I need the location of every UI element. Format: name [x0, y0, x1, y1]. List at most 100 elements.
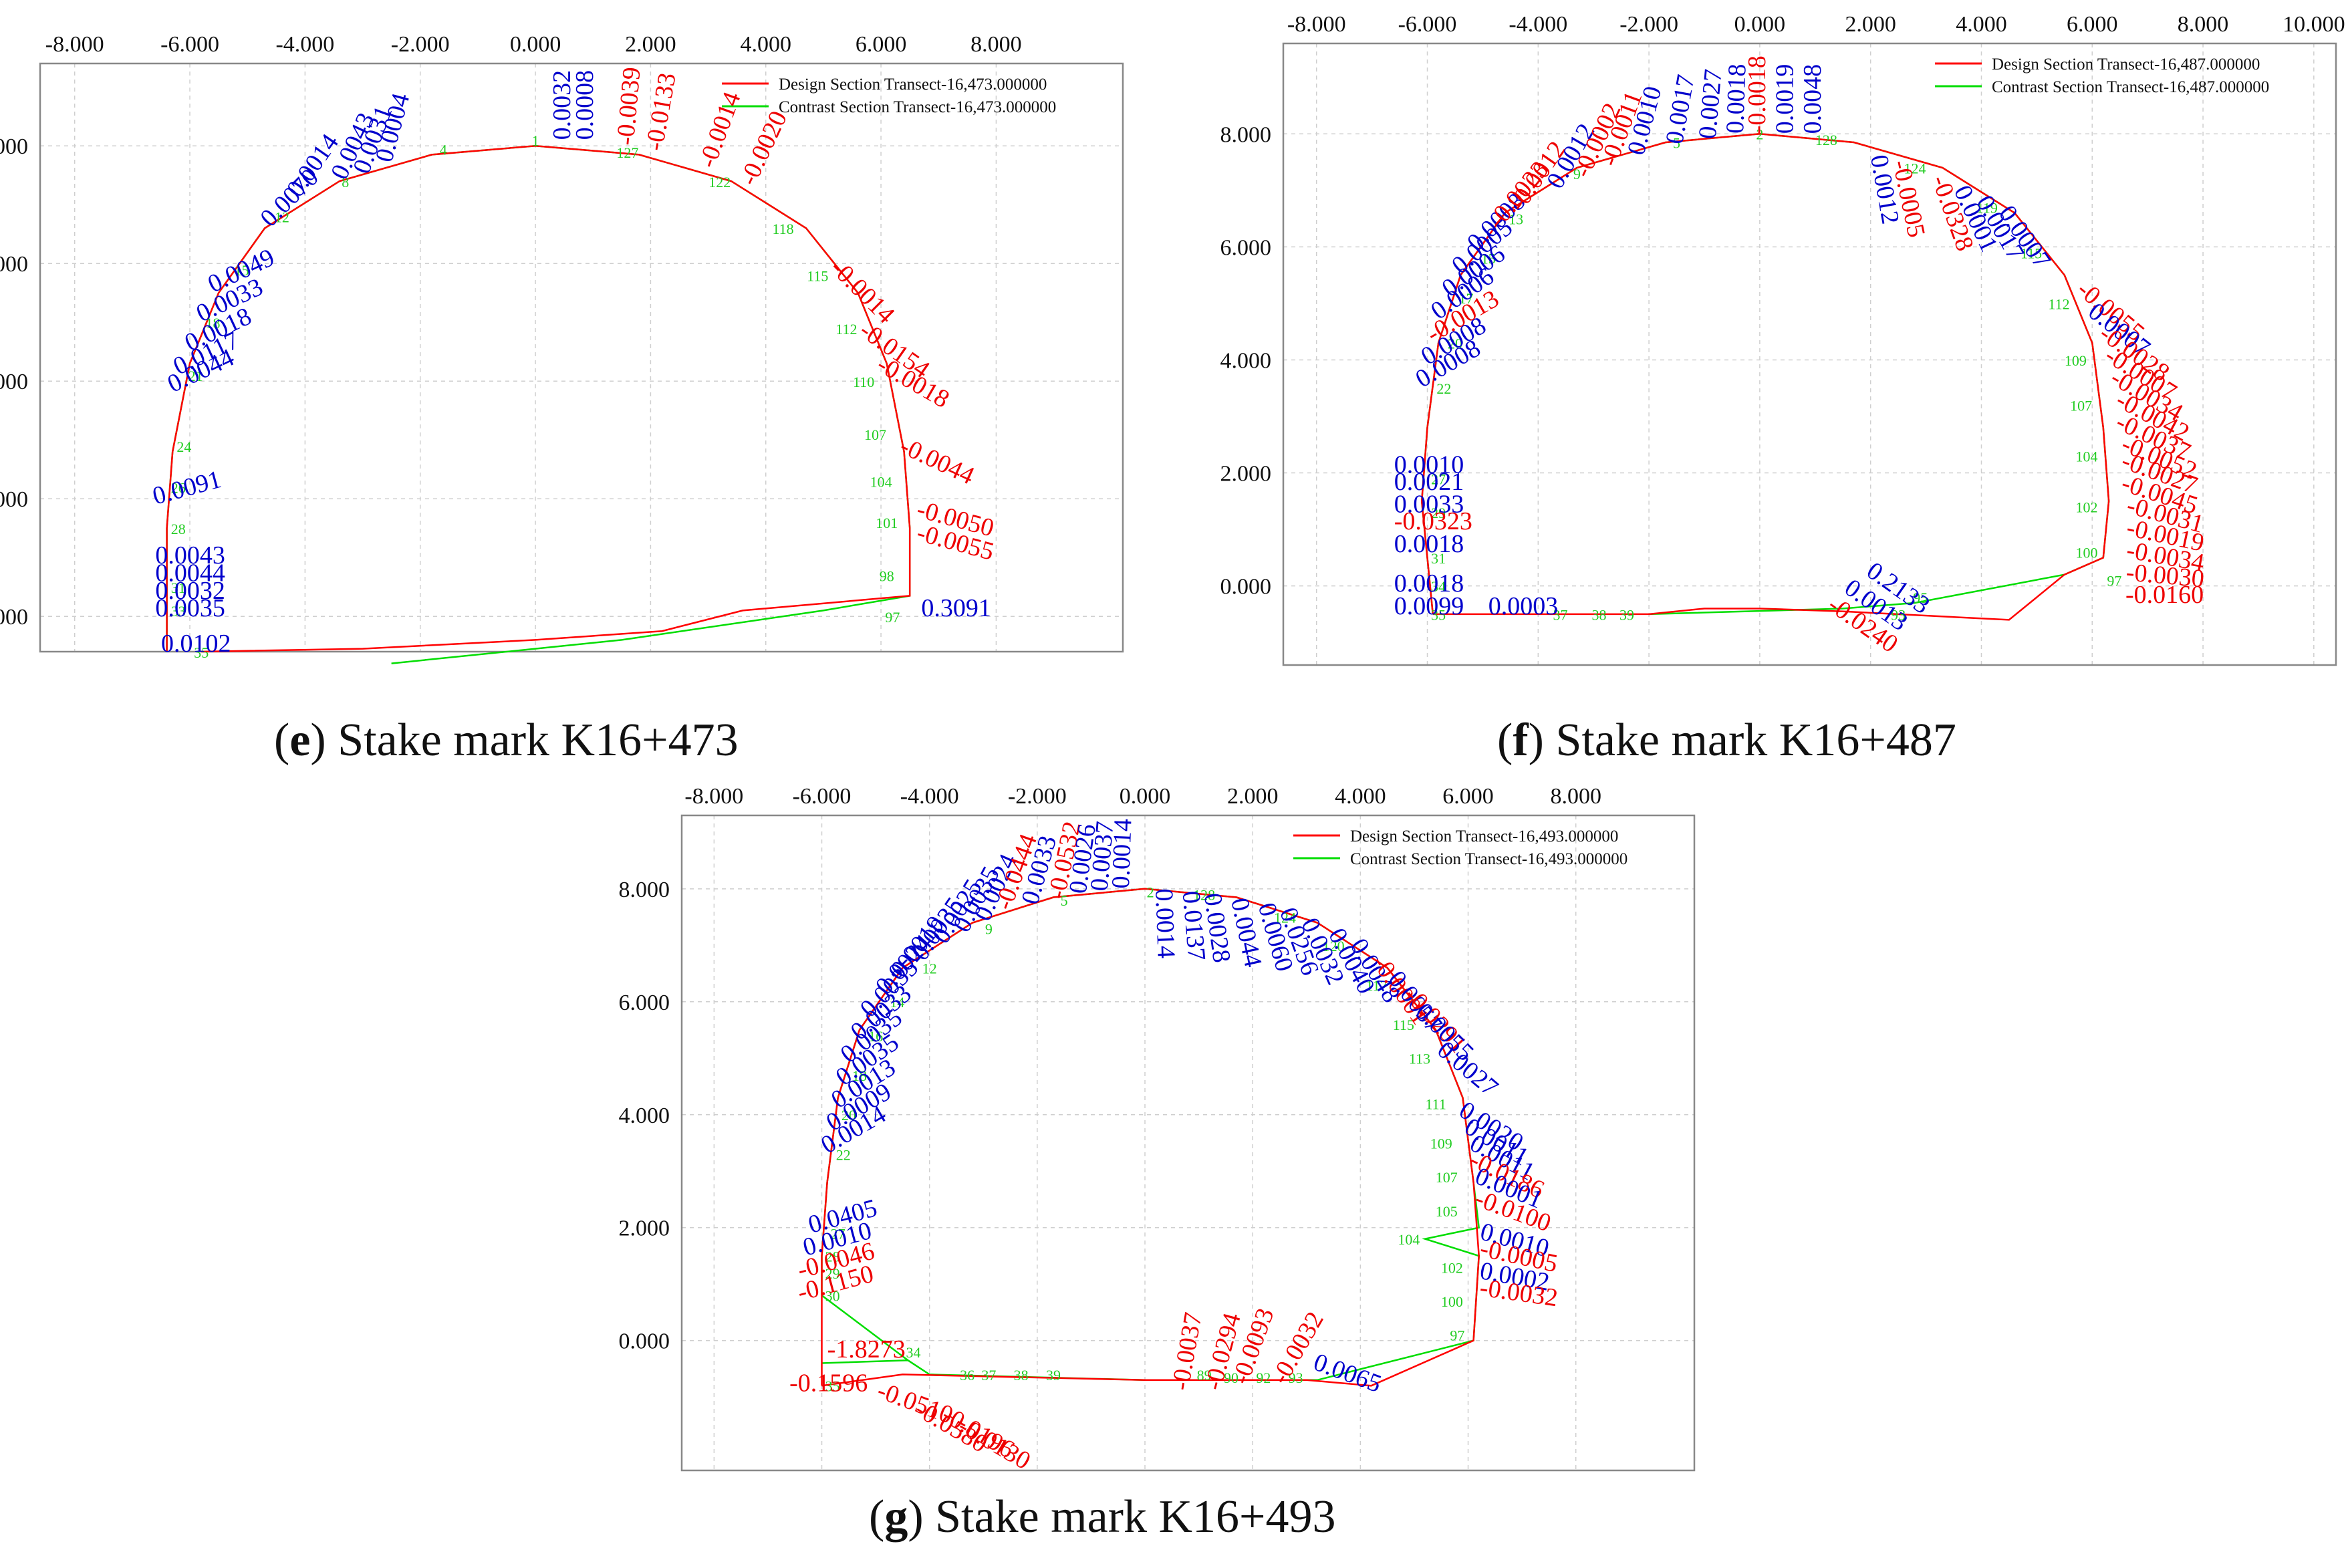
- point-label: 18: [206, 315, 221, 332]
- y-tick-label: 4.000: [1220, 348, 1272, 373]
- deviation-label: 0.0021: [1394, 468, 1464, 496]
- deviation-label: 0.0043: [155, 541, 225, 569]
- y-tick-label: 8.000: [1220, 122, 1272, 147]
- deviation-label: 0.0032: [548, 70, 576, 140]
- deviation-label: -0.0030: [2125, 558, 2205, 593]
- deviation-label: -0.0014: [693, 88, 747, 171]
- deviation-label: 0.0027: [1694, 68, 1728, 140]
- point-label: 105: [1436, 1203, 1458, 1220]
- deviation-label: 0.0008: [571, 70, 599, 140]
- x-tick-label: -4.000: [275, 32, 334, 57]
- point-label: 20: [841, 1107, 856, 1124]
- deviation-label: 0.0032: [155, 577, 225, 605]
- point-label: 111: [1426, 1095, 1446, 1112]
- y-tick-label: 0.000: [619, 1329, 670, 1354]
- point-label: 13: [1509, 211, 1523, 228]
- panel-f: -8.000 -6.000 -4.000 -2.000 0.000 2.000 4.000 6…: [1176, 0, 2346, 766]
- x-tick-label: -8.000: [45, 32, 104, 57]
- deviation-label: -0.0160: [2125, 581, 2204, 609]
- point-label: 97: [2107, 573, 2121, 590]
- x-tick-label: 6.000: [1442, 784, 1494, 809]
- point-label: 35: [194, 644, 209, 661]
- point-label: 9: [1573, 166, 1581, 182]
- point-label: 90: [1224, 1369, 1239, 1386]
- point-label: 36: [960, 1367, 974, 1384]
- x-tick-label: -6.000: [793, 784, 852, 809]
- y-tick-label: 6.000: [619, 991, 670, 1015]
- legend-entry: Design Section Transect-16,473.000000: [779, 76, 1047, 94]
- point-label: 28: [825, 1248, 840, 1265]
- y-tick-label: 2.000: [619, 1216, 670, 1241]
- point-label: 97: [885, 609, 900, 626]
- x-tick-label: 0.000: [1734, 12, 1786, 37]
- point-label: 2: [1756, 126, 1763, 143]
- x-tick-label: 2.000: [1227, 784, 1279, 809]
- plot-frame: [1282, 42, 2337, 666]
- y-tick-label: 0.000: [0, 605, 28, 630]
- point-label: 112: [2048, 295, 2069, 312]
- point-label: 117: [1365, 977, 1387, 994]
- point-label: 31: [171, 579, 186, 596]
- x-tick-label: -8.000: [1287, 12, 1346, 37]
- point-label: 34: [906, 1344, 921, 1361]
- point-label: 100: [2075, 544, 2097, 561]
- deviation-label: 0.0065: [1310, 1348, 1386, 1398]
- point-label: 104: [870, 474, 892, 491]
- point-label: 109: [1430, 1135, 1452, 1152]
- point-label: 89: [1197, 1367, 1212, 1384]
- point-label: 29: [1431, 505, 1446, 521]
- point-label: 5: [1673, 134, 1680, 151]
- point-label: 104: [2075, 448, 2097, 465]
- point-label: 101: [876, 515, 898, 531]
- x-tick-label: -2.000: [391, 32, 450, 57]
- point-label: 115: [807, 268, 828, 285]
- point-label: 15: [235, 262, 249, 279]
- series-line-design: [1420, 133, 2110, 621]
- point-label: 35: [825, 1378, 840, 1395]
- caption-g: (g) Stake mark K16+493: [869, 1491, 1336, 1543]
- x-tick-label: -6.000: [160, 32, 219, 57]
- point-label: 27: [1431, 471, 1446, 487]
- point-label: 110: [853, 374, 874, 390]
- point-label: 38: [1014, 1367, 1029, 1384]
- plot-frame: [680, 814, 1696, 1472]
- x-tick-label: 8.000: [970, 32, 1022, 57]
- point-label: 109: [2065, 352, 2087, 369]
- point-label: 92: [1256, 1369, 1271, 1386]
- chart-e: -8.000 -6.000 -4.000 -2.000 0.000 2.000 4.000 6…: [0, 32, 1124, 664]
- deviation-label: 0.0014: [1107, 818, 1138, 889]
- x-tick-label: 6.000: [856, 32, 907, 57]
- deviation-label: 0.0102: [161, 630, 231, 658]
- point-label: 22: [836, 1146, 851, 1163]
- point-label: 115: [2021, 245, 2042, 261]
- x-tick-label: 0.000: [510, 32, 561, 57]
- point-label: 20: [1448, 336, 1462, 352]
- point-label: 14: [890, 994, 904, 1011]
- y-tick-label: 4.000: [619, 1103, 670, 1128]
- y-tick-label: 6.000: [0, 252, 28, 277]
- y-tick-label: 4.000: [0, 370, 28, 394]
- x-tick-label: 6.000: [2067, 12, 2118, 37]
- x-tick-label: 10.000: [2283, 12, 2345, 37]
- y-tick-label: 6.000: [1220, 235, 1272, 260]
- legend-entry: Contrast Section Transect-16,487.000000: [1992, 78, 2269, 96]
- point-label: 21: [188, 368, 203, 384]
- caption-e: (e) Stake mark K16+473: [274, 714, 739, 766]
- deviation-label: 0.0003: [1488, 592, 1559, 620]
- point-label: 37: [981, 1367, 996, 1384]
- point-label: 12: [275, 209, 289, 226]
- point-label: 4: [440, 141, 447, 158]
- deviation-label: 0.0033: [1394, 491, 1464, 519]
- point-label: 107: [864, 426, 886, 443]
- point-label: 26: [171, 479, 186, 496]
- deviation-label: -0.0044: [896, 432, 979, 491]
- y-tick-label: 8.000: [619, 878, 670, 902]
- point-label: 5: [1061, 892, 1068, 909]
- point-label: 113: [1409, 1051, 1430, 1067]
- point-label: 39: [1619, 606, 1634, 623]
- point-label: 128: [1815, 132, 1837, 148]
- deviation-label: 0.0018: [1721, 63, 1752, 134]
- point-label: 93: [1891, 606, 1906, 623]
- y-tick-label: 2.000: [1220, 462, 1272, 487]
- point-label: 35: [1431, 606, 1446, 623]
